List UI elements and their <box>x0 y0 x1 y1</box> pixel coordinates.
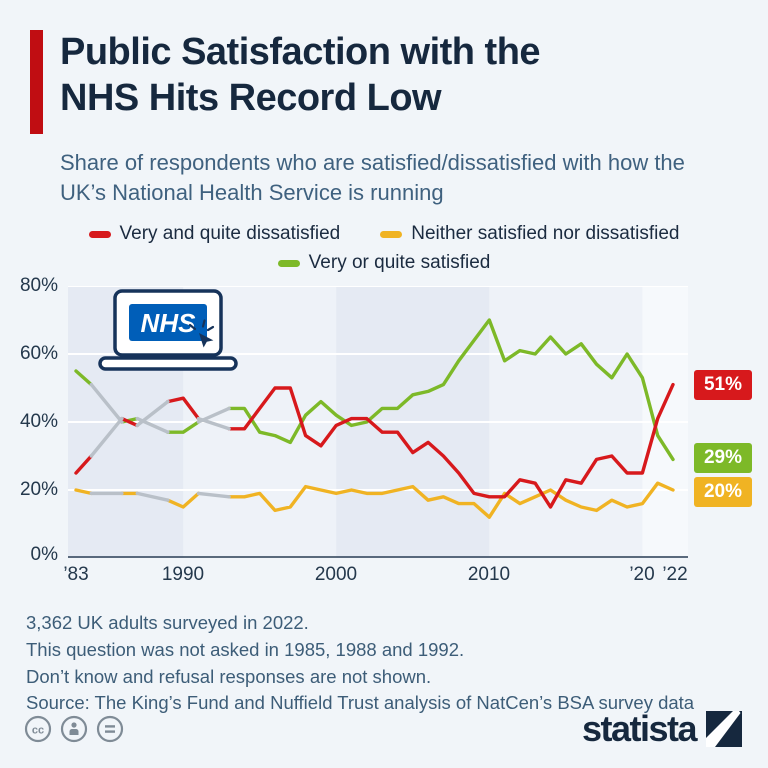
chart-legend: Very and quite dissatisfied Neither sati… <box>0 223 768 274</box>
laptop-base <box>98 356 238 372</box>
header: Public Satisfaction with the NHS Hits Re… <box>0 0 768 134</box>
legend-label: Neither satisfied nor dissatisfied <box>411 223 680 245</box>
x-axis-tick: 2000 <box>314 564 358 586</box>
x-axis-tick: ’20 <box>629 564 655 586</box>
y-axis-tick: 40% <box>19 411 58 433</box>
legend-swatch-red <box>88 230 111 238</box>
license-icons: cc <box>24 715 124 743</box>
title-line-2: NHS Hits Record Low <box>60 76 442 119</box>
cc-icon: cc <box>24 715 52 743</box>
footnote-sample: 3,362 UK adults surveyed in 2022. <box>26 612 309 634</box>
footnote-exclusions: Don’t know and refusal responses are not… <box>26 665 432 687</box>
statista-logo-mark <box>706 711 742 747</box>
legend-item-neither: Neither satisfied nor dissatisfied <box>380 223 680 245</box>
footnote-missing-years: This question was not asked in 1985, 198… <box>26 639 465 660</box>
x-axis-tick: 2010 <box>467 564 511 586</box>
end-value-neither: 20% <box>694 477 752 508</box>
y-axis-tick: 60% <box>19 343 58 365</box>
legend-item-satisfied: Very or quite satisfied <box>277 252 491 274</box>
source-line: Source: The King’s Fund and Nuffield Tru… <box>26 692 695 714</box>
x-axis-tick: ’22 <box>662 564 688 586</box>
attribution-icon <box>60 715 88 743</box>
end-value-satisfied: 29% <box>694 443 752 474</box>
end-value-dissatisfied: 51% <box>694 370 752 401</box>
page-title: Public Satisfaction with the NHS Hits Re… <box>60 30 541 134</box>
nhs-logo <box>129 304 207 342</box>
y-axis-tick: 20% <box>19 479 58 501</box>
legend-item-dissatisfied: Very and quite dissatisfied <box>88 223 341 245</box>
y-axis-tick: 80% <box>19 275 58 297</box>
chart-area: 80% 60% 40% 20% 0% ’83 1990 2000 2010 ’2… <box>0 275 768 594</box>
legend-label: Very and quite dissatisfied <box>119 223 341 245</box>
cursor-click-icon <box>188 319 215 348</box>
footnotes: 3,362 UK adults surveyed in 2022. This q… <box>26 610 742 717</box>
x-axis-tick: ’83 <box>63 564 89 586</box>
y-axis-tick: 0% <box>30 544 58 566</box>
legend-swatch-yellow <box>380 230 403 238</box>
nhs-laptop-illustration: NHS <box>92 288 244 385</box>
accent-bar <box>30 30 43 134</box>
x-axis-tick: 1990 <box>161 564 205 586</box>
equals-icon <box>96 715 124 743</box>
statista-wordmark: statista <box>581 708 698 749</box>
legend-swatch-green <box>277 259 300 267</box>
chart-subtitle: Share of respondents who are satisfied/d… <box>60 150 685 205</box>
nhs-logo-text: NHS <box>141 308 197 338</box>
statista-logo: statista <box>582 708 742 750</box>
title-line-1: Public Satisfaction with the <box>60 31 541 73</box>
legend-label: Very or quite satisfied <box>308 252 491 274</box>
footer: cc statista <box>0 708 768 750</box>
svg-text:cc: cc <box>32 725 44 737</box>
